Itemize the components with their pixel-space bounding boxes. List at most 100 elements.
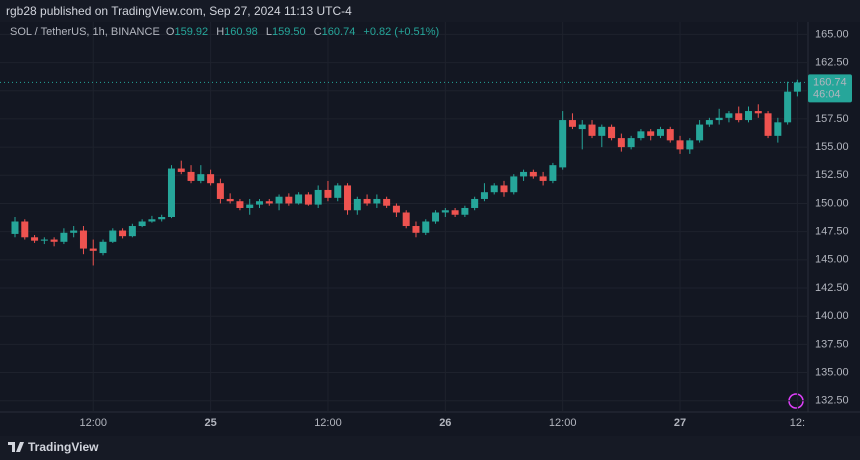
candle-body [353,198,361,211]
candle-body [735,113,743,121]
candle-body [363,198,371,204]
candle-body [138,221,146,227]
y-tick-label: 147.50 [815,226,849,238]
legend-key: H [216,26,225,38]
symbol: SOL / TetherUS, 1h, BINANCE [10,26,160,38]
legend-key: C [313,26,322,38]
price-tag-label: 160.74 [813,76,847,88]
candle-body [529,171,537,177]
candle-body [520,171,528,177]
candle-body [167,168,175,217]
candle-body [432,212,440,222]
candle-body [285,196,293,204]
candle-body [647,131,655,136]
candle-body [148,219,156,222]
candle-body [412,226,420,233]
candle-body [559,120,567,168]
candle-body [784,91,792,123]
legend-value: 160.98 [224,26,258,38]
candle-body [637,131,645,139]
brand: TradingView [28,440,99,454]
legend-value: 160.74 [321,26,356,38]
candle-body [754,111,762,114]
publisher-line: rgb28 published on TradingView.com, Sep … [6,4,352,18]
candle-body [500,185,508,193]
candle-body [510,176,518,193]
candle-body [627,138,635,148]
y-tick-label: 142.50 [815,282,849,294]
candle-body [725,113,733,118]
candle-body [324,189,332,198]
candle-body [31,237,39,241]
candle-body [187,171,195,181]
candle-body [383,198,391,206]
chart: 132.50 135.00 137.50 140.00 142.50 145.00 147.… [0,22,860,429]
y-tick-label: 150.00 [815,197,849,209]
x-tick-label: 25 [204,417,216,429]
candle-body [705,120,713,125]
candle-body [480,192,488,199]
candle-body [344,185,352,211]
y-tick-label: 145.00 [815,254,849,266]
y-tick-label: 140.00 [815,310,849,322]
candle-body [246,204,254,208]
y-tick-label: 157.50 [815,113,849,125]
candle-body [295,194,303,204]
candle-body [568,120,576,127]
candle-body [216,183,224,199]
x-tick-label: 27 [674,417,686,429]
legend-value: 159.92 [174,26,209,38]
y-tick-label: 137.50 [815,338,849,350]
candle-body [617,138,625,148]
legend-key: O [165,26,175,38]
candle-body [745,111,752,121]
x-tick-label: 12:00 [549,417,577,429]
candle-body [471,198,479,208]
candle-body [793,82,801,92]
x-tick-label: 12:00 [79,417,107,429]
legend-change: +0.82 (+0.51%) [363,26,440,38]
candle-body [676,140,684,150]
candle-body [588,124,596,136]
candle-body [177,168,185,172]
candle-body [578,124,586,130]
candle-body [70,230,78,233]
candle-body [666,129,674,141]
candle-body [158,217,166,220]
y-tick-label: 132.50 [815,395,849,407]
candle-body [598,126,606,136]
footer: TradingView [8,440,98,454]
legend-key: L [265,26,272,38]
candle-body [656,129,664,136]
y-tick-label: 152.50 [815,169,849,181]
candle-body [89,248,97,251]
x-tick-label: 12: [790,417,805,429]
y-tick-label: 162.50 [815,56,849,68]
candle-body [461,207,469,215]
candle-body [128,226,136,237]
candle-body [422,221,430,233]
x-tick-label: 12:00 [314,417,342,429]
candle-body [392,205,400,213]
y-tick-label: 165.00 [815,28,849,40]
candle-body [715,117,723,121]
candle-body [50,239,58,242]
candle-body [334,185,342,198]
candle-body [40,239,48,241]
candle-body [774,122,782,136]
candle-body [549,165,557,181]
candle-body [696,124,704,141]
candle-body [207,174,215,184]
candle-body [402,212,410,227]
candle-body [275,196,283,204]
y-tick-label: 155.00 [815,141,849,153]
candle-body [197,174,205,181]
candle-body [109,230,117,242]
candle-body [441,210,449,213]
candle-body [226,198,234,202]
candle-body [608,126,616,139]
candle-body [11,221,19,234]
candle-body [314,189,322,205]
countdown: 46:04 [813,88,841,100]
